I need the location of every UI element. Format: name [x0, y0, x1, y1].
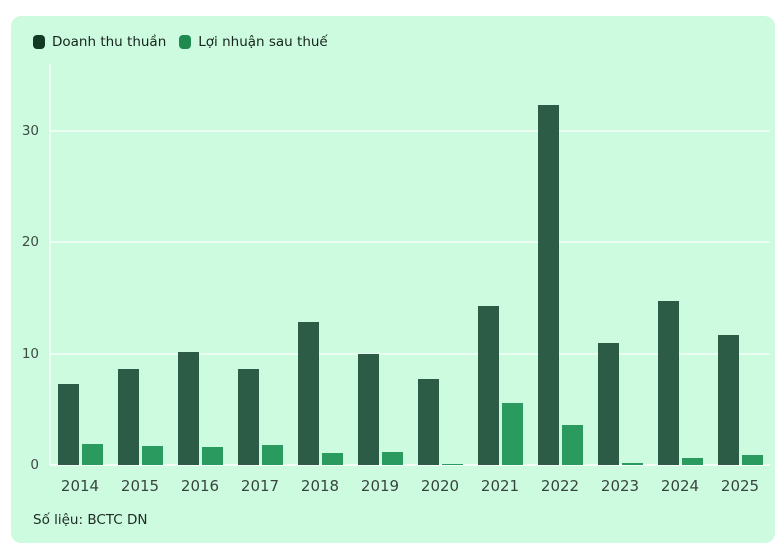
bar-series1-2014[interactable] [81, 443, 103, 465]
legend-swatch-icon [179, 35, 192, 49]
bar-series0-2021[interactable] [477, 305, 499, 465]
bar-series0-2016[interactable] [177, 352, 199, 465]
legend-item-label: Doanh thu thuần [52, 34, 167, 50]
bar-series1-2017[interactable] [261, 444, 283, 465]
bar-series1-2024[interactable] [681, 458, 703, 465]
x-axis-label-2021: 2021 [480, 477, 520, 495]
bar-series0-2015[interactable] [117, 369, 139, 465]
gridline-y-10 [50, 352, 770, 355]
legend-item-series0[interactable]: Doanh thu thuần [33, 35, 166, 49]
source-label: Số liệu: BCTC DN [33, 512, 148, 528]
x-axis-label-2020: 2020 [420, 477, 460, 495]
y-axis-tick-label: 10 [21, 345, 39, 362]
x-axis-label-2017: 2017 [240, 477, 280, 495]
x-axis-label-2024: 2024 [660, 477, 700, 495]
legend-item-label: Lợi nhuận sau thuế [198, 34, 328, 50]
bar-series0-2025[interactable] [717, 334, 739, 465]
x-axis-label-2025: 2025 [720, 477, 760, 495]
y-axis-tick-label: 20 [21, 234, 39, 250]
x-axis-label-2016: 2016 [180, 477, 220, 495]
chart-panel: Doanh thu thuần Lợi nhuận sau thuế 0 10 20 3… [11, 16, 775, 543]
legend-swatch-icon [33, 35, 45, 49]
bar-series1-2022[interactable] [561, 424, 583, 465]
bar-series0-2018[interactable] [297, 322, 319, 465]
bar-series1-2019[interactable] [381, 451, 403, 465]
x-axis-label-2022: 2022 [540, 477, 580, 495]
y-axis-tick-label: 0 [30, 457, 39, 473]
y-axis-line [49, 63, 51, 465]
bar-series0-2017[interactable] [237, 369, 259, 465]
x-axis-line [50, 464, 770, 466]
bar-series0-2022[interactable] [537, 104, 559, 465]
bar-series0-2020[interactable] [417, 379, 439, 465]
bar-series1-2020[interactable] [441, 463, 463, 465]
bar-series1-2023[interactable] [621, 462, 643, 465]
y-axis-tick-label: 30 [21, 122, 39, 139]
bar-series1-2018[interactable] [321, 452, 343, 465]
bar-series0-2014[interactable] [57, 383, 79, 465]
bar-series0-2023[interactable] [597, 343, 619, 465]
x-axis-label-2019: 2019 [360, 477, 400, 495]
bar-series1-2025[interactable] [741, 454, 763, 465]
bar-series1-2021[interactable] [501, 402, 523, 465]
x-axis-label-2018: 2018 [300, 477, 340, 495]
bar-series0-2019[interactable] [357, 353, 379, 465]
bar-series0-2024[interactable] [657, 301, 679, 465]
bar-series1-2016[interactable] [201, 447, 223, 465]
chart-legend: Doanh thu thuần Lợi nhuận sau thuế [33, 35, 328, 49]
x-axis-label-2015: 2015 [120, 477, 160, 495]
bar-series1-2015[interactable] [141, 446, 163, 465]
gridline-y-20 [50, 241, 770, 243]
x-axis-label-2023: 2023 [600, 477, 640, 495]
x-axis-label-2014: 2014 [60, 477, 100, 495]
legend-item-series1[interactable]: Lợi nhuận sau thuế [179, 34, 328, 50]
gridline-y-30 [50, 129, 770, 132]
